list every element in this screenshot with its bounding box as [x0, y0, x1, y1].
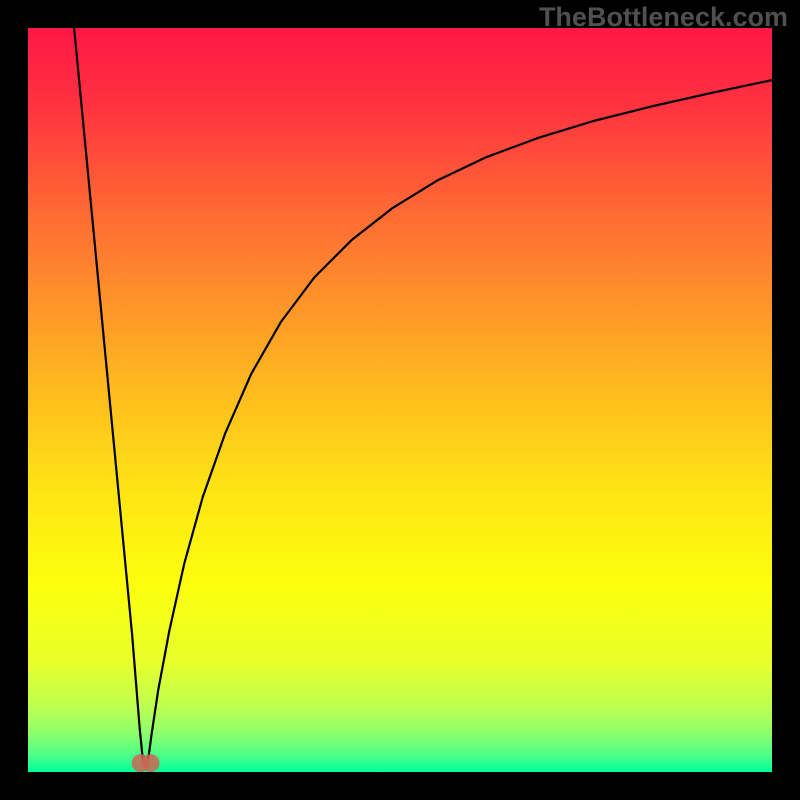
chart-container: TheBottleneck.com: [0, 0, 800, 800]
watermark-text: TheBottleneck.com: [539, 2, 788, 33]
minimum-marker: [132, 754, 160, 772]
plot-background: [28, 28, 772, 772]
plot-svg: [28, 28, 772, 772]
plot-area: [28, 28, 772, 772]
